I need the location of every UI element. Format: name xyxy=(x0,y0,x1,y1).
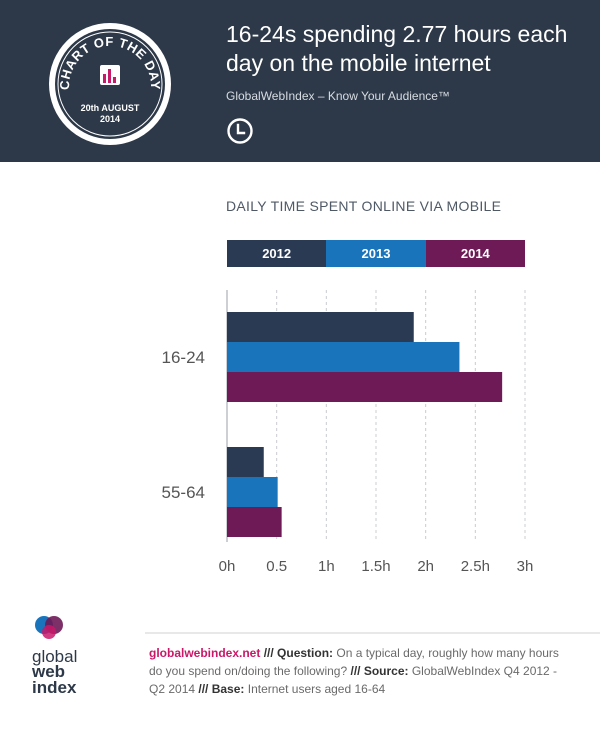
chart-of-the-day-badge: CHART OF THE DAY 20th AUGUST 2014 xyxy=(49,23,171,145)
footer-question-label: Question: xyxy=(277,646,334,660)
legend-item-2012: 2012 xyxy=(227,240,327,267)
legend-item-2014: 2014 xyxy=(425,240,525,267)
x-tick-label: 1.5h xyxy=(361,558,390,575)
logo-word-web: web xyxy=(31,662,65,681)
footer-question-text: On a typical day, roughly how many hours… xyxy=(149,646,559,678)
footer-divider xyxy=(145,632,600,634)
chart-legend: 2012 2013 2014 xyxy=(227,240,525,267)
badge-date-day: 20th AUGUST xyxy=(81,103,140,113)
badge-date-year: 2014 xyxy=(100,114,120,124)
legend-item-2013: 2013 xyxy=(326,240,426,267)
logo-word-global: global xyxy=(32,647,77,666)
chart-title: DAILY TIME SPENT ONLINE VIA MOBILE xyxy=(226,198,502,214)
bar-2012-16-24 xyxy=(227,312,414,342)
x-tick-label: 0h xyxy=(219,558,236,575)
footer-source-text: GlobalWebIndex Q4 2012 - Q2 2014 xyxy=(149,664,558,696)
page-subtitle: GlobalWebIndex – Know Your Audience™ xyxy=(226,89,450,103)
footer-source-label: Source: xyxy=(363,664,409,678)
footer-sep: /// xyxy=(347,664,364,678)
footer-site-link[interactable]: globalwebindex.net xyxy=(149,646,261,660)
footer-sep: /// xyxy=(195,682,212,696)
x-tick-label: 1h xyxy=(318,558,335,575)
bar-2012-55-64 xyxy=(227,447,264,477)
globalwebindex-logo: global web index xyxy=(31,616,77,697)
bar-2013-55-64 xyxy=(227,477,278,507)
page-title: 16-24s spending 2.77 hours each day on t… xyxy=(226,21,568,76)
x-tick-label: 2.5h xyxy=(461,558,490,575)
x-tick-label: 0.5 xyxy=(266,558,287,575)
bar-2014-16-24 xyxy=(227,372,503,402)
footer-base-text: Internet users aged 16-64 xyxy=(244,682,386,696)
category-label: 16-24 xyxy=(162,348,205,367)
logo-word-index: index xyxy=(32,678,77,697)
footer-sep: /// xyxy=(260,646,278,660)
footer-base-label: Base: xyxy=(211,682,245,696)
clock-icon xyxy=(227,118,253,144)
category-label: 55-64 xyxy=(162,483,205,502)
bar-2013-16-24 xyxy=(227,342,460,372)
bar-chart: 0h 0.5 1h 1.5h 2h 2.5h 3h 16-24 55-64 xyxy=(162,290,534,575)
bar-2014-55-64 xyxy=(227,507,282,537)
header-banner: CHART OF THE DAY 20th AUGUST 2014 16-24s… xyxy=(0,0,600,162)
x-tick-label: 2h xyxy=(417,558,434,575)
footer-notes: globalwebindex.net /// Question: On a ty… xyxy=(149,644,574,698)
x-tick-label: 3h xyxy=(517,558,534,575)
